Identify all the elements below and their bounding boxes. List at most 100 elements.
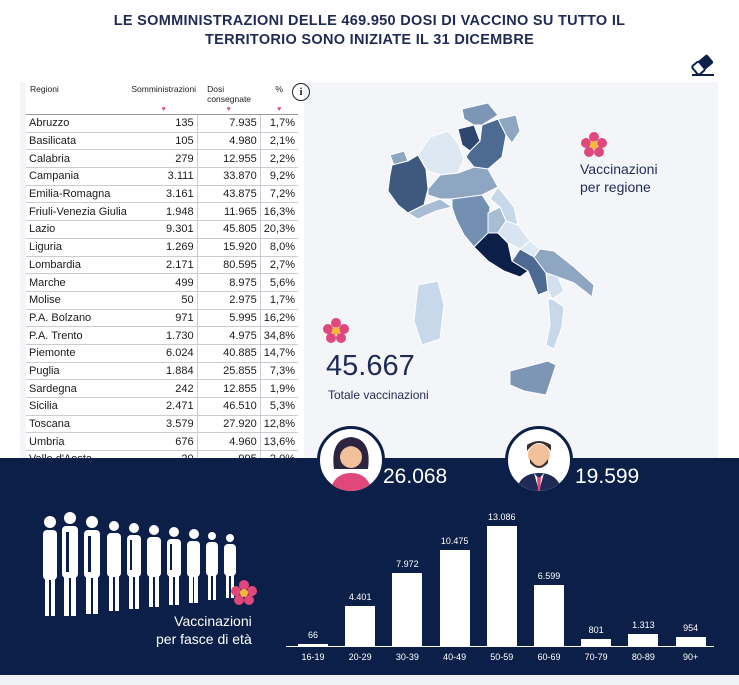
percent-cell: 5,6% (260, 273, 298, 292)
table-row[interactable]: P.A. Trento 1.730 4.975 34,8% (26, 326, 298, 345)
somministrazioni-cell: 676 (130, 432, 198, 452)
header-somministrazioni[interactable]: Somministrazioni (131, 84, 197, 94)
table-row[interactable]: Toscana 3.579 27.920 12,8% (26, 415, 298, 434)
bar-value-label: 4.401 (348, 591, 372, 602)
page-title: LE SOMMINISTRAZIONI DELLE 469.950 DOSI D… (0, 12, 739, 50)
table-row[interactable]: Sardegna 242 12.855 1,9% (26, 379, 298, 398)
bar-category-label: 90+ (682, 652, 699, 662)
bar-category-label: 50-59 (490, 652, 514, 662)
region-name-cell: Campania (26, 167, 131, 186)
percent-cell: 2,7% (260, 256, 298, 275)
map-region-sardegna (413, 280, 445, 346)
bar-70-79 (581, 638, 612, 646)
region-name-cell: Emilia-Romagna (26, 185, 131, 204)
table-row[interactable]: P.A. Bolzano 971 5.995 16,2% (26, 309, 298, 328)
percent-cell: 16,3% (260, 202, 298, 222)
percent-cell: 34,8% (260, 326, 298, 345)
regions-table-container: Regioni Somministrazioni Dosi consegnate… (26, 82, 304, 492)
table-row[interactable]: Puglia 1.884 25.855 7,3% (26, 362, 298, 381)
region-name-cell: Umbria (26, 432, 131, 452)
age-chart-label: Vaccinazioni per fasce di età (156, 612, 252, 648)
eraser-icon[interactable] (689, 53, 717, 77)
table-row[interactable]: Marche 499 8.975 5,6% (26, 273, 298, 292)
table-row[interactable]: Lazio 9.301 45.805 20,3% (26, 220, 298, 239)
flower-icon (323, 318, 349, 343)
table-row[interactable]: Friuli-Venezia Giulia 1.948 11.965 16,3% (26, 202, 298, 222)
table-row[interactable]: Calabria 279 12.955 2,2% (26, 149, 298, 169)
somministrazioni-cell: 279 (130, 149, 198, 169)
bar-category-label: 16-19 (301, 652, 325, 662)
somministrazioni-cell: 3.111 (130, 167, 198, 186)
percent-cell: 2,1% (260, 132, 298, 151)
dosi-cell: 25.855 (197, 362, 261, 381)
percent-cell: 7,3% (260, 362, 298, 381)
table-row[interactable]: Liguria 1.269 15.920 8,0% (26, 238, 298, 257)
header-regioni[interactable]: Regioni (30, 84, 59, 94)
table-row[interactable]: Lombardia 2.171 80.595 2,7% (26, 256, 298, 275)
map-region-basilicata (545, 272, 565, 300)
bar-40-49 (439, 549, 470, 646)
table-row[interactable]: Abruzzo 135 7.935 1,7% (26, 114, 298, 133)
dosi-cell: 40.885 (197, 344, 261, 363)
somministrazioni-cell: 2.171 (130, 256, 198, 275)
crowd-icon (43, 512, 236, 616)
table-row[interactable]: Basilicata 105 4.980 2,1% (26, 132, 298, 151)
dosi-cell: 45.805 (197, 220, 261, 239)
map-region-veneto (465, 118, 507, 170)
bar-value-label: 6.599 (537, 571, 561, 582)
somministrazioni-cell: 105 (130, 132, 198, 151)
percent-cell: 12,8% (260, 415, 298, 434)
somministrazioni-cell: 3.161 (130, 185, 198, 204)
sort-marker[interactable]: ♥ (197, 105, 261, 115)
dosi-cell: 4.975 (197, 326, 261, 345)
sort-marker[interactable]: ♥ (130, 105, 198, 115)
map-legend-line-1: Vaccinazioni (580, 161, 658, 177)
female-count: 26.068 (383, 465, 448, 488)
region-name-cell: Molise (26, 291, 131, 310)
somministrazioni-cell: 3.579 (130, 415, 198, 434)
region-name-cell: Toscana (26, 415, 131, 434)
bar-value-label: 66 (307, 630, 318, 640)
sort-marker[interactable]: ♥ (260, 105, 298, 115)
title-line-1: LE SOMMINISTRAZIONI DELLE 469.950 DOSI D… (113, 13, 626, 29)
header-dosi-consegnate[interactable]: Dosi consegnate (207, 84, 252, 104)
table-row[interactable]: Umbria 676 4.960 13,6% (26, 432, 298, 452)
somministrazioni-cell: 1.269 (130, 238, 198, 257)
table-row[interactable]: Piemonte 6.024 40.885 14,7% (26, 344, 298, 363)
title-line-2: TERRITORIO SONO INIZIATE IL 31 DICEMBRE (204, 32, 535, 48)
region-name-cell: Liguria (26, 238, 131, 257)
percent-cell: 1,9% (260, 379, 298, 398)
region-name-cell: Piemonte (26, 344, 131, 363)
table-row[interactable]: Emilia-Romagna 3.161 43.875 7,2% (26, 185, 298, 204)
bar-category-label: 80-89 (631, 652, 655, 662)
table-body: Abruzzo 135 7.935 1,7% Basilicata 105 4.980 2,1… (26, 114, 298, 487)
bottom-strip (0, 675, 739, 685)
dosi-cell: 8.975 (197, 273, 261, 292)
info-icon[interactable]: i (292, 83, 310, 101)
header-percent[interactable]: % (275, 84, 283, 94)
bar-value-label: 10.475 (440, 535, 469, 546)
dosi-cell: 33.870 (197, 167, 261, 186)
table-row[interactable]: Molise 50 2.975 1,7% (26, 291, 298, 310)
dosi-cell: 43.875 (197, 185, 261, 204)
region-name-cell: Marche (26, 273, 131, 292)
age-chart-label-line-2: per fasce di età (156, 631, 252, 647)
somministrazioni-cell: 499 (130, 273, 198, 292)
map-legend-line-2: per regione (580, 179, 651, 195)
somministrazioni-cell: 1.730 (130, 326, 198, 345)
bar-value-label: 1.313 (632, 619, 655, 630)
somministrazioni-cell: 50 (130, 291, 198, 310)
bar-50-59 (486, 526, 517, 646)
bar-value-label: 13.086 (488, 512, 516, 522)
region-name-cell: Sicilia (26, 397, 131, 416)
somministrazioni-cell: 1.948 (130, 202, 198, 222)
dosi-cell: 4.960 (197, 432, 261, 452)
bar-80-89 (628, 633, 659, 646)
dosi-cell: 46.510 (197, 397, 261, 416)
italy-map (387, 102, 595, 396)
dosi-cell: 2.975 (197, 291, 261, 310)
bar-16-19 (298, 644, 328, 646)
region-name-cell: Lazio (26, 220, 131, 239)
table-row[interactable]: Campania 3.111 33.870 9,2% (26, 167, 298, 186)
table-row[interactable]: Sicilia 2.471 46.510 5,3% (26, 397, 298, 416)
